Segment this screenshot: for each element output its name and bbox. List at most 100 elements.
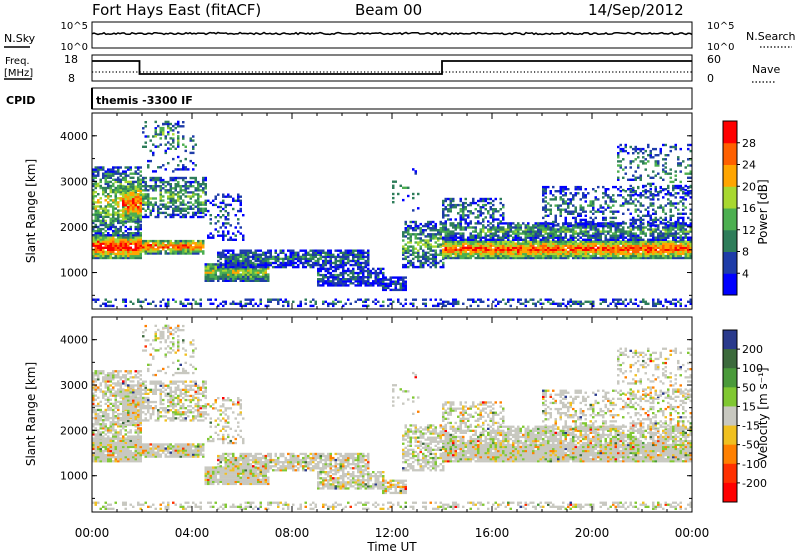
power-cell xyxy=(524,226,527,229)
power-cell xyxy=(462,240,465,243)
power-cell xyxy=(314,251,317,254)
power-cell xyxy=(514,238,517,241)
power-cell xyxy=(114,197,117,200)
power-cell xyxy=(184,191,187,194)
power-cell xyxy=(204,193,207,196)
power-cell xyxy=(332,269,335,273)
power-cell xyxy=(347,259,350,263)
power-cell xyxy=(639,202,642,205)
power-cell xyxy=(674,147,677,151)
power-cell xyxy=(112,217,115,220)
power-cell xyxy=(169,185,172,188)
power-cell xyxy=(459,234,462,237)
power-cell xyxy=(357,280,360,283)
power-cell xyxy=(642,252,645,256)
power-cell xyxy=(152,170,155,173)
power-cell xyxy=(239,275,242,278)
power-cell xyxy=(427,263,430,267)
power-cell xyxy=(139,214,142,217)
power-cell xyxy=(612,198,615,201)
power-cell xyxy=(239,201,242,205)
power-cell xyxy=(262,253,265,256)
power-cell xyxy=(302,265,305,269)
power-cell xyxy=(139,174,142,177)
power-cell xyxy=(669,234,672,237)
power-cell xyxy=(452,197,455,201)
power-cell xyxy=(227,263,230,267)
power-cell xyxy=(132,203,135,207)
power-cell xyxy=(137,234,140,237)
power-cell xyxy=(134,250,137,254)
power-cell xyxy=(614,230,617,233)
power-cell xyxy=(614,216,617,220)
power-cell xyxy=(669,218,672,222)
power-cell xyxy=(594,210,597,213)
power-cell xyxy=(627,240,630,243)
power-cell xyxy=(334,249,337,252)
power-cell xyxy=(227,277,230,280)
power-cell xyxy=(119,242,122,245)
power-cell xyxy=(209,269,212,272)
power-cell xyxy=(547,222,550,225)
power-cell xyxy=(414,241,417,244)
power-cell xyxy=(129,197,132,200)
power-cell xyxy=(557,236,560,239)
power-cell xyxy=(139,238,142,241)
power-cell xyxy=(524,240,527,243)
power-cell xyxy=(137,178,140,181)
power-cell xyxy=(609,200,612,203)
power-cell xyxy=(197,187,200,190)
power-cell xyxy=(422,231,425,234)
power-cell xyxy=(124,236,127,239)
power-cell xyxy=(127,191,130,194)
power-cell xyxy=(497,228,500,231)
power-cell xyxy=(677,202,680,205)
power-cell xyxy=(329,271,332,275)
power-cell xyxy=(419,245,422,248)
power-cell xyxy=(179,185,182,188)
power-cell xyxy=(667,248,670,251)
power-cell xyxy=(562,202,565,205)
power-cell xyxy=(122,218,125,221)
power-cell xyxy=(494,246,497,249)
power-cell xyxy=(547,234,550,237)
power-cell xyxy=(129,254,132,258)
power-cell xyxy=(432,253,435,256)
power-cell xyxy=(97,193,100,196)
power-cell xyxy=(224,255,227,259)
power-cell xyxy=(137,227,140,231)
power-cell xyxy=(604,202,607,205)
power-cell xyxy=(344,278,347,281)
power-cell xyxy=(229,279,232,282)
power-cell xyxy=(627,234,630,237)
power-cell xyxy=(402,198,405,202)
power-cell xyxy=(649,248,652,251)
power-cell xyxy=(192,193,195,196)
power-cell xyxy=(404,229,407,232)
power-cell xyxy=(254,263,257,266)
power-cell xyxy=(254,249,257,252)
power-cell xyxy=(97,234,100,237)
power-cell xyxy=(209,263,212,266)
power-cell xyxy=(602,252,605,256)
power-cell xyxy=(559,228,562,231)
power-cell xyxy=(622,222,625,225)
power-cell xyxy=(117,209,120,212)
power-cell xyxy=(602,222,605,226)
power-cell xyxy=(359,278,362,281)
power-cell xyxy=(659,222,662,225)
freq-label-2: [MHz] xyxy=(4,68,33,79)
power-cell xyxy=(247,261,250,265)
power-cell xyxy=(559,240,562,243)
power-cell xyxy=(172,157,175,161)
power-cell xyxy=(402,276,405,279)
power-cell xyxy=(197,239,200,243)
power-cell xyxy=(102,238,105,241)
power-cell xyxy=(652,198,655,201)
power-cell xyxy=(129,201,132,205)
power-cell xyxy=(554,228,557,231)
power-cell xyxy=(92,229,95,233)
power-cell xyxy=(552,250,555,254)
power-cell xyxy=(134,234,137,237)
power-cell xyxy=(527,252,530,256)
